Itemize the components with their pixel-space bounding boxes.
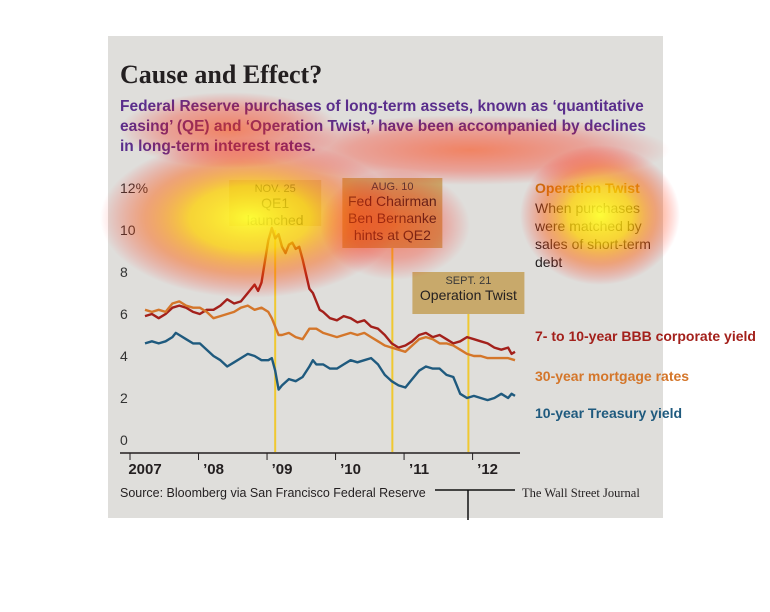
operation-twist-note: When purchases were matched by sales of … [535,200,651,270]
operation-twist-heading: Operation Twist [535,180,640,196]
series-line [144,300,516,362]
event-date: AUG. 10 [371,181,413,193]
x-tick-label: ’10 [340,461,361,478]
x-tick-label: ’11 [409,461,429,478]
x-axis: 2007 ’08 ’09 ’10 ’11 ’12 [120,452,520,520]
y-tick-label: 6 [120,306,128,322]
series-line [144,331,516,402]
legend-bbb-yield: 7- to 10-year BBB corporate yield [535,328,756,344]
event-date: SEPT. 21 [445,275,491,287]
y-axis: 12% 10 8 6 4 2 0 [120,180,148,448]
publisher-credit: The Wall Street Journal [522,486,640,500]
y-tick-label: 12% [120,180,148,196]
x-tick-label: ’12 [477,461,498,478]
event-date: NOV. 25 [255,183,296,195]
x-tick-label: 2007 [128,461,161,478]
event-text: launched [247,212,304,228]
event-text: Operation Twist [420,287,517,303]
legend-mortgage-rates: 30-year mortgage rates [535,368,690,384]
y-tick-label: 8 [120,264,128,280]
legend-treasury-yield: 10-year Treasury yield [535,405,683,421]
y-tick-label: 10 [120,222,136,238]
x-tick-label: ’09 [272,461,293,478]
y-tick-label: 0 [120,432,128,448]
event-text: hints at QE2 [354,227,431,243]
event-text: Ben Bernanke [348,210,437,226]
event-text: QE1 [261,195,289,211]
event-text: Fed Chairman [348,193,437,209]
y-tick-label: 2 [120,390,128,406]
chart-title: Cause and Effect? [120,60,323,89]
source-note: Source: Bloomberg via San Francisco Fede… [120,486,426,500]
x-tick-label: ’08 [203,461,224,478]
y-tick-label: 4 [120,348,128,364]
